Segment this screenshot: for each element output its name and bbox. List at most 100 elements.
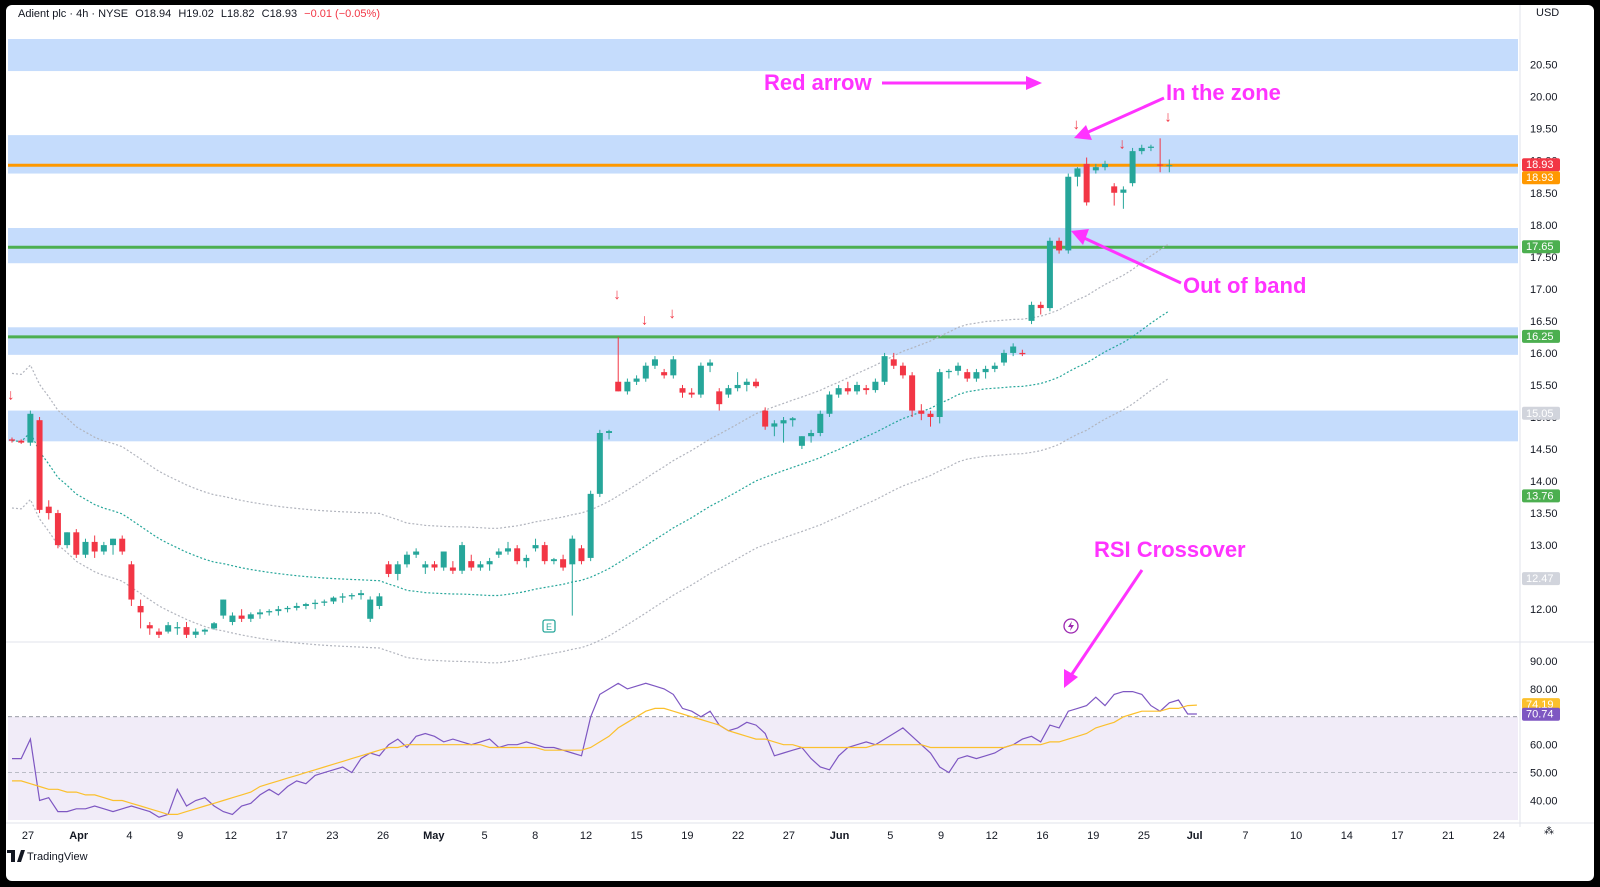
- candle-body: [284, 607, 291, 610]
- high-value: 19.02: [186, 8, 214, 20]
- candle-body: [642, 365, 649, 379]
- candle: [1000, 349, 1007, 366]
- lightning-event-icon[interactable]: [1063, 618, 1079, 634]
- grid: [6, 5, 1594, 827]
- candle-body: [679, 388, 686, 393]
- candle-body: [275, 609, 282, 612]
- candle-body: [1129, 151, 1136, 184]
- candle-body: [146, 625, 153, 629]
- candle-body: [64, 532, 71, 546]
- candle: [762, 407, 769, 430]
- candle: [789, 416, 796, 427]
- candle: [1102, 160, 1109, 171]
- candle: [606, 429, 613, 440]
- time-tick-label: 22: [732, 830, 744, 842]
- candle-body: [909, 375, 916, 411]
- time-tick-label: 24: [1493, 830, 1505, 842]
- logo-text: TradingView: [27, 851, 88, 863]
- candle: [348, 593, 355, 600]
- candle: [1074, 167, 1081, 187]
- price-label-bg: [1522, 406, 1560, 420]
- candle-body: [266, 611, 273, 613]
- candle: [1010, 343, 1017, 357]
- candle-body: [945, 370, 952, 373]
- scale-settings-icon[interactable]: ⁂: [1544, 826, 1554, 837]
- annotation-in-zone-head: [1074, 125, 1092, 140]
- candle: [110, 538, 117, 555]
- candle: [477, 561, 484, 571]
- candle-body: [302, 604, 309, 606]
- svg-text:E: E: [546, 622, 552, 632]
- time-tick-label: 25: [1138, 830, 1150, 842]
- candle-body: [560, 559, 567, 568]
- candle-body: [890, 359, 897, 366]
- candle: [964, 368, 971, 382]
- candle: [64, 532, 71, 549]
- candle-body: [486, 561, 493, 565]
- signal-down-arrow: ↓: [641, 312, 649, 329]
- candle-body: [440, 551, 447, 568]
- candle: [918, 404, 925, 421]
- candle: [1065, 173, 1072, 254]
- time-tick-label: 4: [126, 830, 132, 842]
- price-label: 16.25: [1522, 329, 1560, 343]
- signal-down-arrow: ↓: [613, 286, 621, 303]
- candle-body: [1019, 352, 1026, 355]
- candle: [330, 596, 337, 605]
- candle-body: [54, 513, 61, 546]
- candle: [422, 561, 429, 574]
- candle-body: [201, 629, 208, 632]
- candle-body: [385, 564, 392, 574]
- candle: [1028, 301, 1035, 325]
- candle: [183, 621, 190, 638]
- price-label-text: 13.76: [1526, 490, 1554, 502]
- candle: [596, 429, 603, 498]
- candle: [1157, 138, 1164, 173]
- price-label: 13.76: [1522, 489, 1560, 503]
- candle-body: [918, 410, 925, 414]
- price-label-bg: [1522, 240, 1560, 254]
- candle-body: [982, 368, 989, 373]
- candle: [73, 529, 80, 558]
- candle-body: [569, 538, 576, 565]
- candle: [174, 621, 181, 635]
- candle: [27, 410, 34, 446]
- candle: [514, 545, 521, 565]
- candle: [771, 420, 778, 437]
- candlestick-chart[interactable]: ↓↓↓↓↓↓↓ 20.5020.0019.5019.0018.5018.0017…: [6, 5, 1594, 881]
- price-tick-label: 17.00: [1530, 284, 1558, 296]
- annotation-out-of-band: Out of band: [1183, 273, 1306, 298]
- candle-body: [817, 413, 824, 433]
- candle: [578, 545, 585, 565]
- candle-body: [624, 381, 631, 392]
- candle-body: [688, 392, 695, 395]
- candle-body: [826, 394, 833, 414]
- candle-body: [174, 627, 181, 629]
- symbol-name: Adient plc: [18, 8, 67, 20]
- candle-body: [881, 356, 888, 382]
- signal-arrows: ↓ ↓ ↓ ↓ ↓ ↓ ↓: [7, 108, 1172, 403]
- candle: [229, 612, 236, 626]
- time-tick-label: 19: [1087, 830, 1099, 842]
- candle-body: [1166, 165, 1173, 167]
- time-tick-label: 19: [681, 830, 693, 842]
- open-value: 18.94: [144, 8, 172, 20]
- candle: [128, 561, 135, 606]
- candle: [707, 359, 714, 373]
- candle-body: [183, 627, 190, 635]
- price-label-text: 17.65: [1526, 241, 1554, 253]
- candle: [321, 599, 328, 606]
- candle-body: [872, 381, 879, 391]
- price-label-text: 12.47: [1526, 573, 1554, 585]
- candle-body: [762, 410, 769, 427]
- time-tick-label: 17: [1391, 830, 1403, 842]
- candle: [550, 557, 557, 565]
- upper-band: [11, 243, 1170, 529]
- price-tick-label: 18.00: [1530, 220, 1558, 232]
- candle: [18, 439, 25, 444]
- candle-body: [991, 365, 998, 369]
- time-tick-label: 23: [326, 830, 338, 842]
- tradingview-logo: TradingView: [7, 850, 88, 863]
- candle-body: [578, 548, 585, 562]
- earnings-icon[interactable]: E: [542, 619, 556, 633]
